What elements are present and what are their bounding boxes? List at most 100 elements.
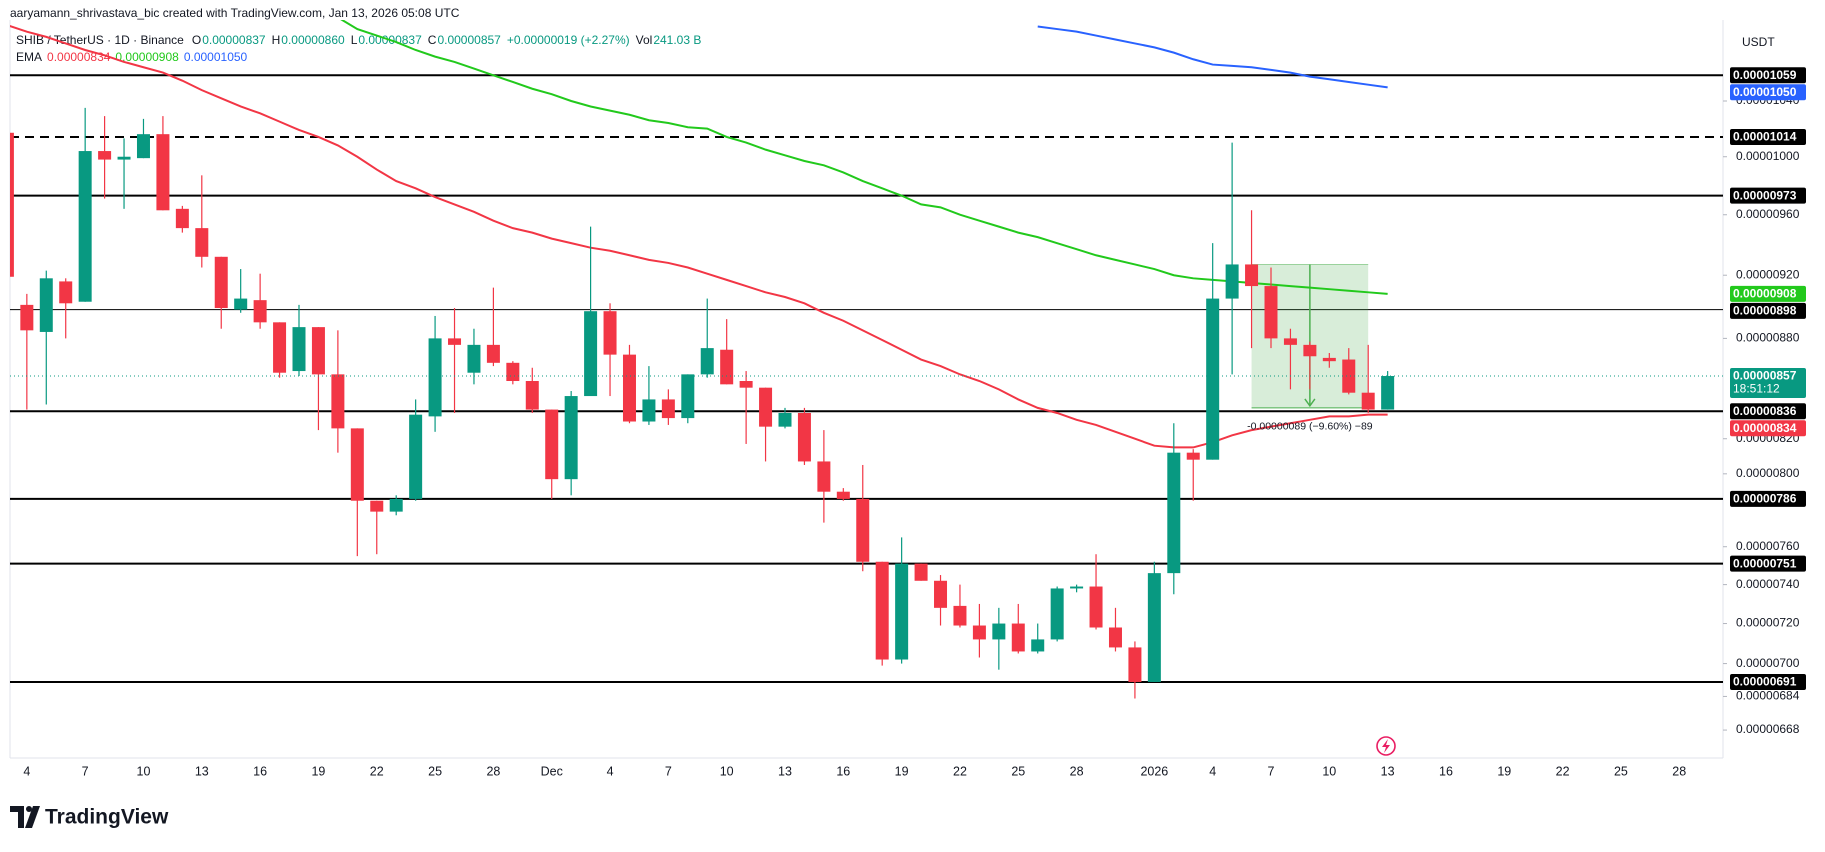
candle-body <box>545 409 559 480</box>
measure-label: -0.00000089 (−9.60%) −89 <box>1247 421 1373 433</box>
news-icon[interactable] <box>1376 736 1396 756</box>
candle-body <box>992 623 1006 640</box>
price-tag <box>1730 555 1806 572</box>
candle-body <box>1322 357 1336 362</box>
price-tag-countdown: 18:51:12 <box>1733 382 1780 396</box>
candle-body <box>350 428 364 501</box>
candle-body <box>1206 298 1220 460</box>
candle-body <box>78 151 92 302</box>
price-tag-label: 0.00001059 <box>1733 68 1797 82</box>
x-tick-label: 25 <box>428 764 442 778</box>
price-tag <box>1730 490 1806 507</box>
candle-body <box>1128 647 1142 682</box>
candle-body <box>1225 264 1239 299</box>
candle-body <box>389 498 403 512</box>
ema-value: 0.00000908 <box>115 50 179 64</box>
candle-body <box>700 348 714 375</box>
x-tick-label: 13 <box>778 764 792 778</box>
candle-body <box>739 381 753 388</box>
candle-body <box>10 132 14 277</box>
x-tick-label: 19 <box>895 764 909 778</box>
x-tick-label: 19 <box>1497 764 1511 778</box>
x-tick-label: 4 <box>23 764 30 778</box>
candle-body <box>1264 286 1278 339</box>
price-tag-label: 0.00000973 <box>1733 188 1797 202</box>
price-tag-label: 0.00000908 <box>1733 287 1797 301</box>
brand-logo <box>10 806 40 828</box>
logo-part <box>26 806 32 812</box>
logo-part <box>10 806 24 828</box>
candle-body <box>467 344 481 373</box>
y-tick-label: 0.00000740 <box>1736 577 1800 591</box>
candle-body <box>98 151 112 160</box>
x-tick-label: 28 <box>1070 764 1084 778</box>
x-tick-label: 19 <box>311 764 325 778</box>
price-tag <box>1730 187 1806 204</box>
x-tick-label: 10 <box>137 764 151 778</box>
candle-body <box>486 344 500 363</box>
price-tag-label: 0.00000836 <box>1733 404 1797 418</box>
candle-body <box>59 281 73 304</box>
x-tick-label: Dec <box>541 764 563 778</box>
candle-body <box>370 500 384 512</box>
ohlc-label: H <box>272 33 281 47</box>
measure-arrow-head <box>1304 398 1316 408</box>
ema-line <box>1037 25 1388 89</box>
change-value: +0.00000019 (+2.27%) <box>507 33 630 47</box>
candle-body <box>584 311 598 397</box>
x-tick-label: 2026 <box>1140 764 1168 778</box>
plot-area <box>10 20 1723 699</box>
candle-body <box>720 349 734 385</box>
price-tag <box>1730 128 1806 145</box>
candle-body <box>175 208 189 229</box>
x-tick-label: 22 <box>953 764 967 778</box>
price-tag-label: 0.00001014 <box>1733 130 1797 144</box>
candle-body <box>953 605 967 626</box>
x-tick-label: 28 <box>1672 764 1686 778</box>
candle-body <box>914 563 928 581</box>
x-tick-label: 16 <box>836 764 850 778</box>
candle-body <box>622 354 636 422</box>
candle-body <box>875 561 889 660</box>
x-tick-label: 7 <box>665 764 672 778</box>
ohlc-label: O <box>192 33 201 47</box>
candle-body <box>1342 359 1356 393</box>
candle-body <box>1070 586 1084 589</box>
candle-body <box>778 412 792 427</box>
candle-body <box>1167 452 1181 574</box>
price-tag <box>1730 420 1806 437</box>
candle-body <box>1108 627 1122 648</box>
candle-body <box>661 399 675 419</box>
candle-body <box>895 563 909 660</box>
candle-body <box>642 399 656 422</box>
news-icon-ring <box>1376 736 1396 756</box>
ema-line <box>10 24 1388 449</box>
candle-body <box>564 396 578 480</box>
candle-body <box>836 491 850 499</box>
candle-body <box>1147 573 1161 682</box>
price-tag <box>1730 285 1806 302</box>
x-tick-label: 7 <box>82 764 89 778</box>
y-tick-label: 0.00000760 <box>1736 539 1800 553</box>
price-tag-label: 0.00000834 <box>1733 421 1797 435</box>
y-tick-label: 0.00000800 <box>1736 466 1800 480</box>
price-tag-label: 0.00000786 <box>1733 492 1797 506</box>
y-tick-label: 0.00000700 <box>1736 656 1800 670</box>
candle-body <box>1381 376 1395 410</box>
currency-label: USDT <box>1742 35 1775 49</box>
news-icon-bolt <box>1382 739 1390 753</box>
x-tick-label: 10 <box>720 764 734 778</box>
ema-label: EMA <box>16 50 42 64</box>
price-tag <box>1730 67 1806 84</box>
ohlc-label: C <box>428 33 437 47</box>
price-tag-label: 0.00000691 <box>1733 675 1797 689</box>
ema-value: 0.00001050 <box>184 50 248 64</box>
symbol-title: SHIB / TetherUS · 1D · Binance <box>16 33 184 47</box>
candle-body <box>817 461 831 492</box>
candle-body <box>136 134 150 159</box>
candle-body <box>1089 586 1103 628</box>
price-tag-label: 0.00001050 <box>1733 85 1797 99</box>
x-tick-label: 4 <box>607 764 614 778</box>
candle-body <box>409 414 423 499</box>
